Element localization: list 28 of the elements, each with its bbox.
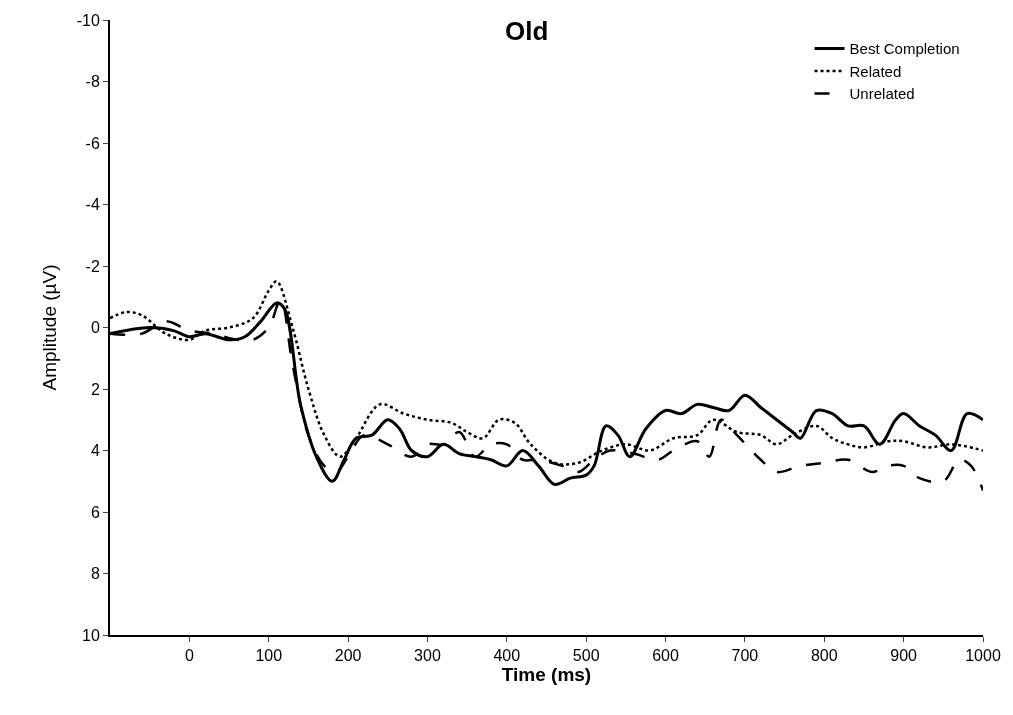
- x-tick-label: 300: [414, 647, 441, 665]
- y-tick-label: 10: [82, 626, 100, 644]
- y-tick-label: -8: [85, 73, 100, 91]
- x-tick-label: 600: [652, 647, 679, 665]
- x-tick-label: 0: [184, 647, 194, 665]
- legend-label: Unrelated: [849, 85, 915, 103]
- x-tick-label: 100: [255, 647, 283, 665]
- x-tick-label: 800: [810, 647, 838, 665]
- y-tick-label: 2: [90, 380, 100, 398]
- legend-label: Best Completion: [849, 40, 960, 58]
- x-tick-label: 200: [334, 647, 362, 665]
- y-tick-label: 4: [90, 442, 100, 460]
- y-tick-label: 8: [90, 565, 100, 583]
- chart-title: Old: [505, 15, 549, 46]
- x-tick-label: 400: [493, 647, 521, 665]
- x-tick-label: 500: [572, 647, 600, 665]
- y-tick-label: -2: [85, 257, 100, 275]
- legend-label: Related: [849, 62, 902, 80]
- x-tick-label: 1000: [965, 647, 1001, 665]
- y-tick-label: -6: [85, 134, 100, 152]
- x-tick-label: 700: [731, 647, 759, 665]
- x-tick-label: 900: [890, 647, 918, 665]
- y-tick-label: 0: [90, 319, 100, 337]
- y-axis-title: Amplitude (µV): [39, 264, 61, 391]
- y-tick-label: 6: [90, 503, 100, 521]
- y-tick-label: -4: [85, 196, 100, 214]
- x-axis-title: Time (ms): [501, 664, 592, 686]
- y-tick-label: -10: [76, 11, 100, 29]
